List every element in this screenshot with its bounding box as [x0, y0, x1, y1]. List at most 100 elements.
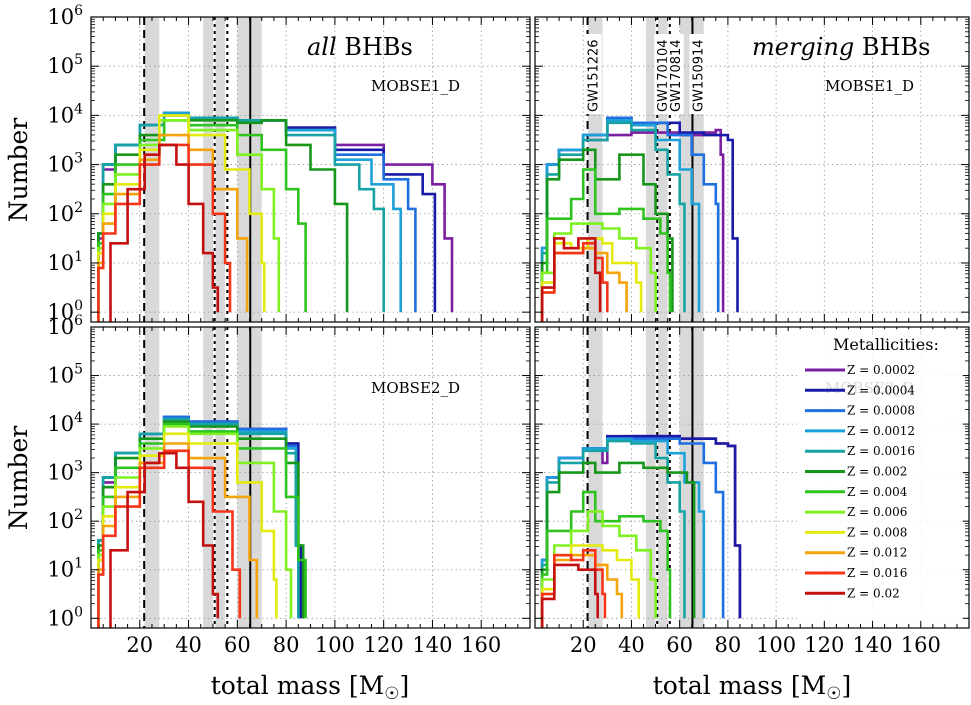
event-band-0 [144, 17, 160, 322]
legend-entry: Z = 0.0012 [805, 424, 915, 438]
panel-bottom-left: MOBSE2_D [90, 326, 531, 629]
y-tick-label: 101 [47, 556, 83, 582]
event-label-bg [689, 34, 707, 114]
x-tick-label: 20 [126, 633, 153, 657]
event-label-bg [584, 34, 602, 114]
y-tick-label: 106 [47, 313, 83, 339]
series-line-0.004 [97, 422, 307, 628]
legend-entry: Z = 0.0002 [805, 363, 915, 377]
legend-label: Z = 0.0004 [847, 383, 915, 397]
x-tick-label: 40 [175, 633, 202, 657]
event-band-2 [657, 327, 668, 628]
legend-entry: Z = 0.004 [805, 485, 908, 499]
series-line-0.006 [540, 510, 657, 628]
event-band-0 [144, 327, 160, 628]
event-label-GW170814: GW170814 [666, 34, 684, 114]
x-axis-label: total mass [M☉] [211, 671, 410, 700]
legend-label: Z = 0.02 [847, 586, 900, 600]
legend-label: Z = 0.0008 [847, 404, 915, 418]
legend-label: Z = 0.002 [847, 465, 907, 479]
event-label-bg [666, 34, 684, 114]
x-tick-label: 100 [756, 633, 796, 657]
x-tick-label: 60 [666, 633, 693, 657]
series-line-0.002 [540, 148, 674, 322]
legend-label: Z = 0.006 [847, 505, 907, 519]
legend-entry: Z = 0.002 [805, 465, 907, 479]
panel-top-left: MOBSE1_D [90, 16, 531, 323]
legend-entry: Z = 0.02 [805, 586, 900, 600]
event-label-GW151226: GW151226 [584, 34, 602, 114]
x-tick-label: 80 [273, 633, 300, 657]
event-label-text: GW151226 [587, 39, 602, 112]
series-line-0.02 [540, 563, 599, 628]
model-label: MOBSE2_D [371, 379, 460, 397]
x-tick-label: 80 [715, 633, 742, 657]
legend-entry: Z = 0.0008 [805, 404, 915, 418]
legend-entry: Z = 0.0004 [805, 383, 915, 397]
y-tick-label: 104 [47, 410, 83, 436]
legend: Metallicities: Z = 0.0002 Z = 0.0004 Z = 0.… [797, 329, 963, 621]
legend-entry: Z = 0.008 [805, 525, 907, 539]
series-line-0.002 [540, 461, 696, 628]
series-line-0.0016 [540, 121, 686, 322]
legend-title: Metallicities: [833, 335, 939, 354]
event-band-2 [215, 17, 226, 322]
model-label: MOBSE1_D [371, 77, 460, 95]
x-tick-label: 140 [412, 633, 452, 657]
y-tick-label: 104 [47, 101, 83, 127]
panel-top-right: MOBSE1_D [534, 16, 970, 323]
event-band-2 [215, 327, 226, 628]
x-tick-label: 60 [224, 633, 251, 657]
legend-label: Z = 0.008 [847, 525, 907, 539]
event-band-0 [588, 327, 603, 628]
legend-entry: Z = 0.016 [805, 566, 907, 580]
y-tick-label: 103 [47, 151, 83, 177]
y-tick-label: 101 [47, 249, 83, 275]
y-axis-label: Number [4, 118, 33, 222]
series-line-0.004 [540, 168, 672, 322]
x-axis-label: total mass [M☉] [653, 671, 852, 700]
x-tick-label: 40 [618, 633, 645, 657]
y-axis-label: Number [4, 426, 33, 530]
series-line-0.006 [97, 119, 281, 322]
series-line-0.006 [97, 425, 293, 628]
panel-background [91, 327, 530, 628]
series-line-0.0016 [97, 114, 385, 322]
series-line-0.008 [97, 432, 278, 628]
series-line-0.016 [540, 242, 609, 322]
event-label-GW150914: GW150914 [689, 34, 707, 114]
series-line-0.016 [97, 449, 242, 628]
y-tick-label: 102 [47, 507, 83, 533]
x-tick-label: 100 [315, 633, 355, 657]
event-band-1 [203, 327, 213, 628]
event-band-1 [645, 327, 656, 628]
x-tick-label: 120 [804, 633, 844, 657]
model-label: MOBSE1_D [825, 77, 914, 95]
series-line-0.02 [109, 143, 220, 322]
x-tick-label: 140 [853, 633, 893, 657]
legend-label: Z = 0.0016 [847, 444, 915, 458]
x-tick-label: 160 [461, 633, 501, 657]
series-line-0.02 [109, 451, 220, 628]
y-tick-label: 100 [47, 604, 83, 630]
event-band-1 [645, 17, 656, 322]
legend-label: Z = 0.0012 [847, 424, 915, 438]
series-line-0.008 [97, 114, 266, 322]
panel-title-merging: merging BHBs [752, 33, 930, 61]
series-line-0.02 [540, 237, 602, 322]
event-band-2 [657, 17, 668, 322]
legend-label: Z = 0.004 [847, 485, 908, 499]
y-tick-label: 106 [47, 3, 83, 29]
legend-entry: Z = 0.0016 [805, 444, 915, 458]
y-tick-label: 105 [47, 52, 83, 78]
series-line-0.0012 [540, 119, 701, 322]
legend-label: Z = 0.016 [847, 566, 907, 580]
legend-label: Z = 0.0002 [847, 363, 915, 377]
legend-entry: Z = 0.006 [805, 505, 907, 519]
series-line-0.0016 [97, 417, 300, 628]
series-line-0.004 [540, 490, 672, 628]
y-tick-label: 105 [47, 362, 83, 388]
event-band-1 [203, 17, 213, 322]
